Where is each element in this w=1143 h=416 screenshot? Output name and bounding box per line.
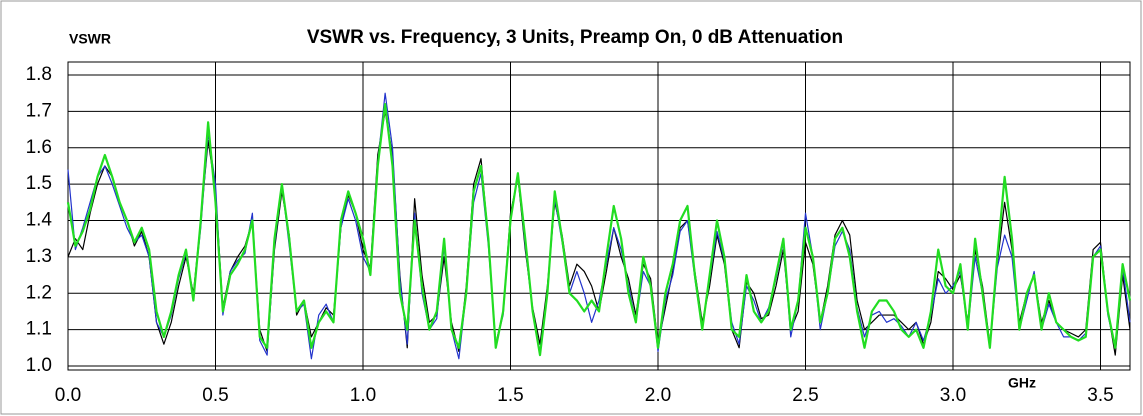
x-tick-label: 0.5 bbox=[202, 385, 228, 406]
series-line bbox=[66, 103, 1132, 357]
x-tick-label: 0.0 bbox=[55, 385, 81, 406]
x-tick-label: 3.5 bbox=[1087, 385, 1113, 406]
x-tick-label: 2.0 bbox=[645, 385, 671, 406]
x-axis-label: GHz bbox=[1008, 375, 1036, 391]
y-tick-label: 1.7 bbox=[26, 100, 52, 121]
y-tick-label: 1.5 bbox=[26, 173, 52, 194]
x-tick-label: 1.0 bbox=[350, 385, 376, 406]
y-axis-label: VSWR bbox=[69, 31, 111, 47]
y-tick-label: 1.2 bbox=[26, 282, 52, 303]
y-tick-label: 1.8 bbox=[26, 64, 52, 85]
y-tick-label: 1.3 bbox=[26, 246, 52, 267]
x-tick-label: 2.5 bbox=[792, 385, 818, 406]
x-tick-label: 1.5 bbox=[497, 385, 523, 406]
series-line bbox=[67, 92, 1131, 360]
y-tick-label: 1.4 bbox=[26, 210, 53, 231]
chart-title: VSWR vs. Frequency, 3 Units, Preamp On, … bbox=[307, 27, 843, 48]
y-tick-label: 1.0 bbox=[26, 355, 52, 376]
y-tick-label: 1.6 bbox=[26, 137, 52, 158]
plot-frame bbox=[67, 61, 1131, 371]
x-tick-label: 3.0 bbox=[940, 385, 966, 406]
y-tick-label: 1.1 bbox=[26, 319, 52, 340]
